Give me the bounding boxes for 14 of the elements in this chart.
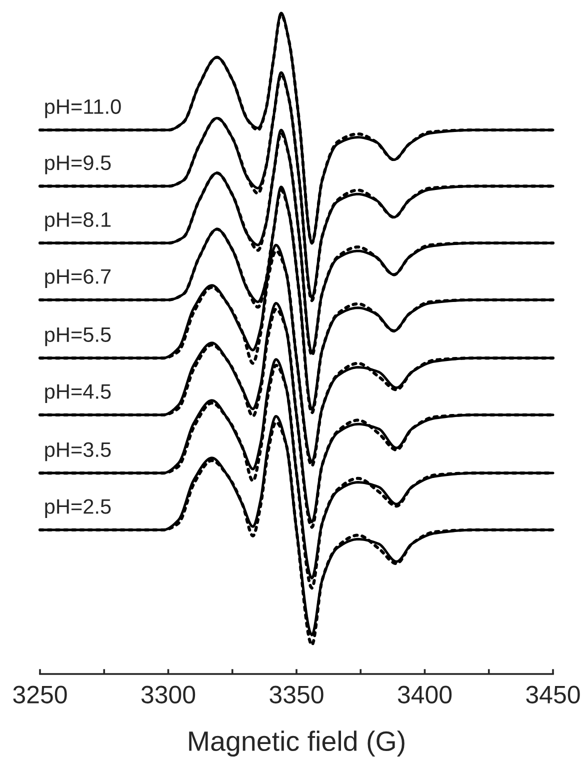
- x-axis-title: Magnetic field (G): [189, 730, 404, 757]
- series-label: pH=6.7: [45, 269, 111, 288]
- x-tick-label: 3350: [270, 686, 324, 704]
- series-label: pH=9.5: [45, 155, 111, 174]
- series-label: pH=3.5: [45, 442, 111, 462]
- series-label: pH=8.1: [45, 212, 111, 232]
- series-label: pH=5.5: [45, 327, 111, 346]
- x-tick-label: 3300: [141, 686, 196, 704]
- series-label: pH=4.5: [45, 384, 111, 403]
- series-label: pH=2.5: [45, 499, 111, 518]
- x-tick-label: 3250: [13, 686, 67, 704]
- series-label: pH=11.0: [45, 99, 121, 118]
- x-tick-label: 3450: [526, 686, 580, 704]
- x-tick-label: 3400: [398, 686, 452, 704]
